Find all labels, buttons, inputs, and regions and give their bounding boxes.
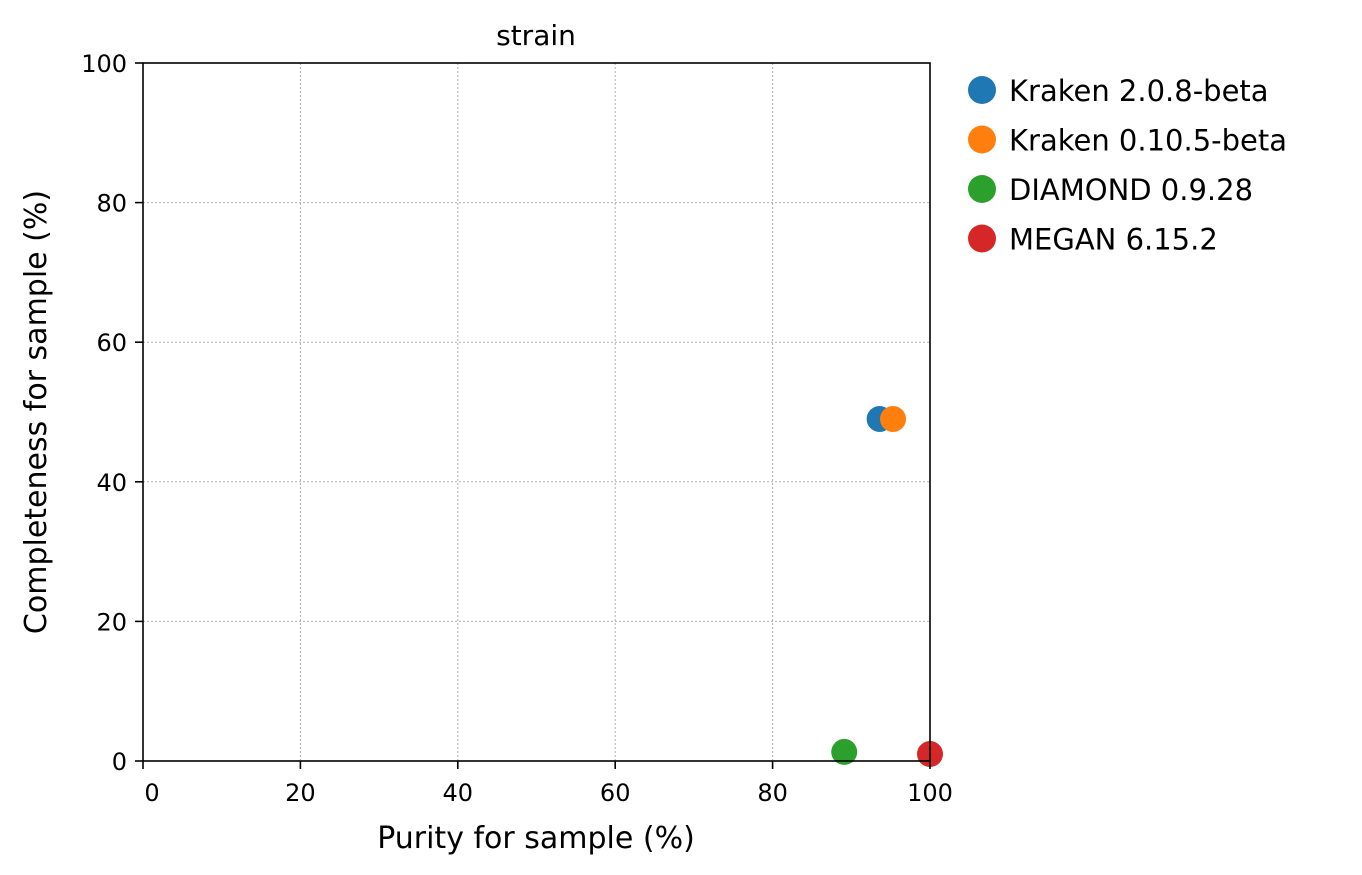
data-points <box>831 405 943 768</box>
y-tick-label: 0 <box>112 748 127 776</box>
y-tick-label: 100 <box>81 50 127 78</box>
data-point <box>831 738 858 765</box>
legend-label: MEGAN 6.15.2 <box>1009 223 1218 257</box>
plot-frame <box>142 62 931 762</box>
legend: Kraken 2.0.8-beta Kraken 0.10.5-beta DIAMO… <box>968 74 1287 257</box>
y-axis-label: Completeness for sample (%) <box>19 190 54 634</box>
x-tick-label: 100 <box>907 779 953 807</box>
chart-title: strain <box>496 19 576 52</box>
y-tick-label: 20 <box>96 608 127 636</box>
x-tick-label: 80 <box>757 779 788 807</box>
grid-lines <box>143 63 930 761</box>
y-tick-label: 40 <box>96 469 127 497</box>
x-tick-label: 20 <box>285 779 316 807</box>
legend-marker <box>968 125 996 154</box>
data-point <box>880 405 907 432</box>
y-tick-label: 60 <box>96 329 127 357</box>
x-axis-label: Purity for sample (%) <box>377 821 695 856</box>
legend-marker <box>968 224 996 253</box>
legend-marker <box>968 175 996 203</box>
axis-ticks: 0 20 40 60 80 100 0 20 40 60 80 100 <box>81 50 953 807</box>
legend-label: DIAMOND 0.9.28 <box>1009 173 1253 207</box>
legend-label: Kraken 2.0.8-beta <box>1009 74 1269 108</box>
legend-marker <box>968 76 996 104</box>
legend-label: Kraken 0.10.5-beta <box>1009 124 1287 158</box>
x-tick-label: 0 <box>144 779 159 807</box>
y-tick-label: 80 <box>96 190 127 218</box>
x-tick-label: 60 <box>600 779 631 807</box>
x-tick-label: 40 <box>443 779 474 807</box>
